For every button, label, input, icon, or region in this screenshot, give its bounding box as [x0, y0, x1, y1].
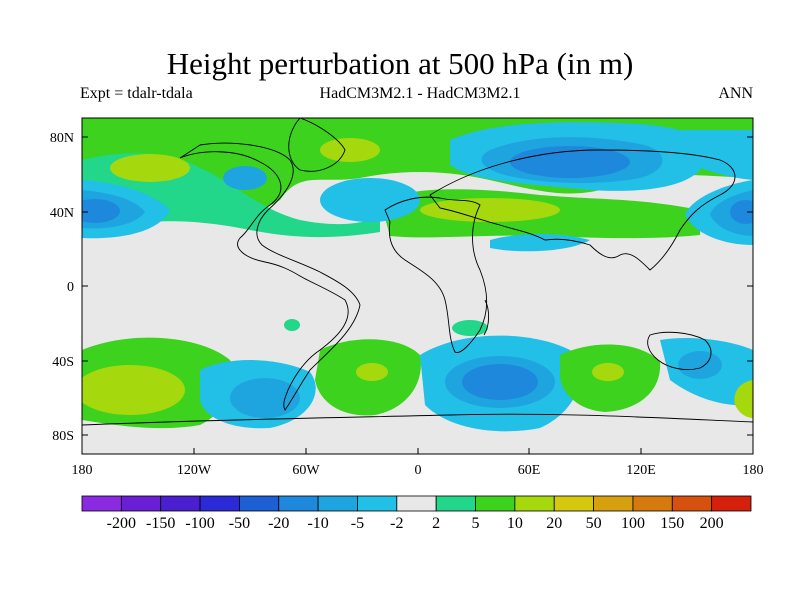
colorbar-swatch — [81, 495, 122, 512]
colorbar-label: 100 — [621, 515, 645, 532]
colorbar-label: 150 — [660, 515, 684, 532]
colorbar-swatch — [593, 495, 634, 512]
colorbar-label: -200 — [107, 515, 136, 532]
colorbar-label: -150 — [146, 515, 175, 532]
colorbar-label: 2 — [432, 515, 440, 532]
lat-label-40n: 40N — [50, 206, 74, 221]
colorbar-label: 200 — [700, 515, 724, 532]
colorbar-swatch — [671, 495, 713, 512]
colorbar-label: 5 — [472, 515, 480, 532]
lon-label-0: 0 — [415, 463, 422, 478]
colorbar-swatch — [396, 495, 437, 512]
colorbar-swatch — [553, 495, 594, 512]
colorbar-label: 20 — [546, 515, 562, 532]
colorbar-swatch — [160, 495, 201, 512]
lat-label-80s: 80S — [52, 429, 74, 444]
colorbar-label: -2 — [390, 515, 403, 532]
colorbar-label: 10 — [507, 515, 523, 532]
colorbar-label: -5 — [351, 515, 364, 532]
lat-label-40s: 40S — [52, 355, 74, 370]
model-label: HadCM3M2.1 - HadCM3M2.1 — [319, 85, 521, 102]
lon-label-60e: 60E — [518, 463, 541, 478]
lon-label-60w: 60W — [292, 463, 320, 478]
lon-label-180e: 180 — [743, 463, 764, 478]
colorbar-swatch — [278, 495, 319, 512]
season-label: ANN — [718, 85, 753, 102]
colorbar-label: -20 — [268, 515, 289, 532]
lat-label-80n: 80N — [50, 131, 74, 146]
lon-label-120e: 120E — [626, 463, 656, 478]
colorbar-swatch — [632, 495, 673, 512]
contour-field — [82, 118, 753, 454]
colorbar-swatch — [317, 495, 358, 512]
coastlines — [82, 118, 753, 426]
colorbar-label: -100 — [185, 515, 214, 532]
colorbar-swatch — [357, 495, 398, 512]
colorbar-swatch — [435, 495, 476, 512]
colorbar-label: -10 — [307, 515, 328, 532]
colorbar: -200 -150 -100 -50 -20 -10 -5 -2 2 5 10 20 50 100 150 2… — [81, 495, 752, 532]
colorbar-swatch — [120, 495, 162, 512]
colorbar-swatch — [199, 495, 240, 512]
lat-label-0: 0 — [67, 280, 74, 295]
experiment-label: Expt = tdalr-tdala — [80, 85, 193, 102]
colorbar-swatch — [711, 495, 752, 512]
axis-ticks — [81, 136, 754, 454]
page-title: Height perturbation at 500 hPa (in m) — [166, 46, 634, 81]
colorbar-swatch — [514, 495, 555, 512]
colorbar-label: -50 — [229, 515, 250, 532]
colorbar-swatch — [475, 495, 516, 512]
lon-label-180w: 180 — [72, 463, 93, 478]
colorbar-label: 50 — [586, 515, 602, 532]
colorbar-swatch — [239, 495, 280, 512]
lon-label-120w: 120W — [177, 463, 212, 478]
